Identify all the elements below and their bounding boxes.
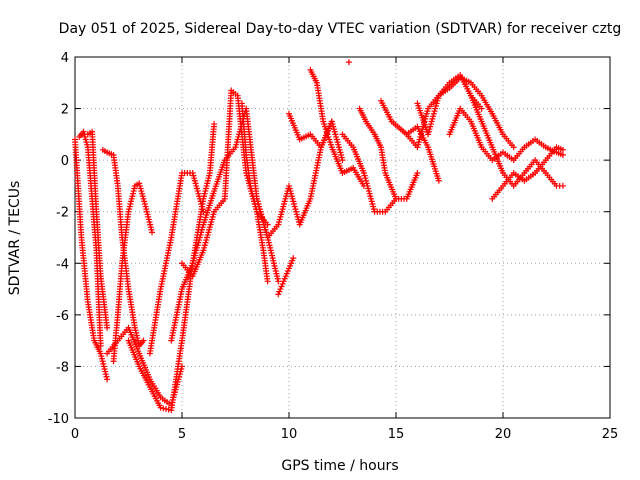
data-point	[275, 278, 282, 285]
y-tick-label: -2	[56, 206, 69, 221]
series-s25	[489, 144, 566, 202]
x-tick-label: 25	[602, 427, 619, 442]
series-s3	[84, 128, 111, 331]
series-s17	[345, 59, 352, 66]
x-tick-label: 20	[495, 427, 512, 442]
data-point	[97, 342, 104, 349]
data-point	[559, 151, 566, 158]
data-point	[510, 144, 517, 151]
data-point	[160, 405, 167, 412]
y-tick-label: 2	[61, 103, 69, 118]
series-s24	[467, 92, 566, 189]
x-tick-label: 5	[178, 427, 186, 442]
y-tick-label: -6	[56, 309, 69, 324]
data-point	[104, 324, 111, 331]
data-point	[104, 376, 111, 383]
data-point	[200, 208, 207, 215]
data-points	[72, 59, 566, 414]
x-axis-label: GPS time / hours	[281, 458, 398, 474]
series-s15	[286, 110, 335, 151]
y-tick-label: -8	[56, 360, 69, 375]
chart-title: Day 051 of 2025, Sidereal Day-to-day VTE…	[59, 21, 622, 37]
axis-ticks	[74, 56, 611, 419]
series-s19	[356, 105, 399, 202]
data-point	[393, 195, 399, 202]
series-s8	[146, 170, 207, 357]
series-s9	[168, 157, 228, 344]
data-point	[264, 278, 271, 285]
data-point	[165, 406, 172, 413]
y-tick-label: -10	[48, 412, 69, 427]
data-point	[345, 59, 352, 66]
series-s14	[253, 118, 346, 241]
data-point	[157, 404, 164, 411]
data-point	[559, 182, 566, 189]
grid	[75, 57, 610, 418]
y-axis-tick-labels: -10 -8 -6 -4 -2 0 2 4	[48, 51, 69, 427]
series-s12	[238, 100, 271, 285]
x-tick-label: 0	[71, 427, 79, 442]
x-tick-label: 10	[281, 427, 298, 442]
series-s1	[72, 136, 111, 383]
y-tick-label: 4	[61, 51, 69, 66]
data-point	[328, 118, 335, 125]
y-axis-label: SDTVAR / TECUs	[7, 181, 23, 296]
series-s16	[307, 66, 367, 189]
data-point	[414, 170, 421, 177]
series-s23	[446, 105, 566, 164]
y-tick-label: 0	[61, 154, 69, 169]
series-s7	[125, 121, 218, 414]
data-point	[435, 177, 442, 184]
data-point	[478, 105, 485, 112]
data-point	[140, 337, 147, 344]
series-s13	[275, 255, 297, 298]
data-point	[290, 255, 297, 262]
data-point	[559, 146, 566, 153]
data-point	[211, 121, 218, 128]
series-s4	[99, 146, 147, 349]
data-point	[149, 229, 156, 236]
data-point	[339, 157, 346, 164]
x-tick-label: 15	[388, 427, 405, 442]
y-tick-label: -4	[56, 257, 69, 272]
plot-frame	[74, 56, 611, 419]
data-point	[162, 405, 169, 412]
series-s22	[414, 74, 517, 151]
x-axis-tick-labels: 0 5 10 15 20 25	[71, 427, 618, 442]
